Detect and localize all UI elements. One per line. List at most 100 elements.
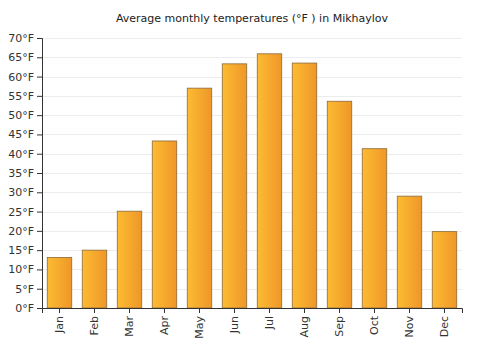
chart: 0°F 5°F 10°F 15°F 20°F 25°F 30°F 35°F 40°F 45°F 50… — [0, 0, 500, 350]
x-tick-label: Feb — [88, 316, 101, 335]
y-tick-label: 30°F — [8, 186, 34, 199]
x-tick-mark — [94, 308, 95, 313]
y-tick: 45°F — [8, 128, 42, 141]
y-tick-mark — [37, 38, 42, 39]
y-tick-mark — [37, 192, 42, 193]
x-tick: Jun — [228, 308, 241, 334]
y-tick-label: 15°F — [8, 244, 34, 257]
x-tick: Dec — [438, 308, 451, 337]
bar — [82, 250, 107, 308]
x-tick-mark — [304, 308, 305, 313]
y-tick-label: 5°F — [15, 283, 34, 296]
x-tick: Apr — [158, 308, 171, 335]
bar — [362, 149, 387, 308]
y-tick-mark — [37, 134, 42, 135]
x-tick-label: Jul — [263, 316, 276, 330]
y-tick: 35°F — [8, 167, 42, 180]
y-tick: 30°F — [8, 186, 42, 199]
x-tick: Mar — [123, 308, 136, 337]
x-tick: May — [193, 308, 206, 339]
y-tick-label: 60°F — [8, 71, 34, 84]
x-tick-label: Oct — [368, 315, 381, 335]
y-tick-mark — [37, 308, 42, 309]
y-tick-mark — [37, 250, 42, 251]
y-tick-label: 0°F — [15, 302, 34, 315]
x-tick-label: Nov — [403, 316, 416, 338]
y-tick-label: 20°F — [8, 225, 34, 238]
bar — [257, 54, 282, 308]
y-tick-mark — [37, 115, 42, 116]
x-tick: Jul — [263, 308, 276, 330]
y-tick: 55°F — [8, 90, 42, 103]
y-tick-label: 50°F — [8, 109, 34, 122]
y-tick: 15°F — [8, 244, 42, 257]
y-tick: 65°F — [8, 51, 42, 64]
y-tick: 40°F — [8, 148, 42, 161]
bar — [397, 196, 422, 308]
plot-area: 0°F 5°F 10°F 15°F 20°F 25°F 30°F 35°F 40°F 45°F 50… — [8, 32, 462, 339]
y-tick-mark — [37, 154, 42, 155]
x-tick: Sep — [333, 308, 346, 337]
bar — [47, 257, 72, 308]
grid-line — [42, 57, 462, 58]
y-tick: 60°F — [8, 71, 42, 84]
y-tick-mark — [37, 231, 42, 232]
y-axis: 0°F 5°F 10°F 15°F 20°F 25°F 30°F 35°F 40°F 45°F 50… — [8, 32, 42, 315]
bar — [117, 211, 142, 308]
y-tick-mark — [37, 269, 42, 270]
y-tick-mark — [37, 96, 42, 97]
y-tick-label: 40°F — [8, 148, 34, 161]
x-tick-mark — [374, 308, 375, 313]
x-tick-mark — [234, 308, 235, 313]
x-axis-line — [43, 309, 463, 314]
y-tick-mark — [37, 289, 42, 290]
y-tick-mark — [37, 173, 42, 174]
y-tick: 0°F — [15, 302, 42, 315]
y-tick-mark — [37, 57, 42, 58]
y-tick-label: 65°F — [8, 51, 34, 64]
y-tick: 20°F — [8, 225, 42, 238]
bar — [432, 232, 457, 308]
grid-line — [42, 96, 462, 97]
title: Average monthly temperatures (°F ) in Mi… — [116, 12, 389, 25]
y-tick: 50°F — [8, 109, 42, 122]
y-tick-label: 55°F — [8, 90, 34, 103]
bar — [187, 88, 212, 308]
grid-line — [42, 134, 462, 135]
y-tick: 25°F — [8, 206, 42, 219]
x-tick-mark — [269, 308, 270, 313]
x-tick-mark — [59, 308, 60, 313]
x-tick: Oct — [368, 308, 381, 335]
grid-line — [42, 192, 462, 193]
x-tick-mark — [129, 308, 130, 313]
grid-line — [42, 38, 462, 39]
grid-line — [42, 77, 462, 78]
x-tick-label: Aug — [298, 316, 311, 337]
x-axis: Jan Feb Mar Apr May Jun Jul Aug Sep Oct Nov Dec — [43, 308, 463, 339]
x-tick-label: Jun — [228, 316, 241, 334]
y-tick: 10°F — [8, 263, 42, 276]
bar — [222, 64, 247, 308]
y-tick-mark — [37, 77, 42, 78]
x-tick-label: Apr — [158, 316, 171, 336]
x-tick-mark — [339, 308, 340, 313]
y-axis-line — [37, 39, 43, 309]
y-tick: 5°F — [15, 283, 42, 296]
x-tick-mark — [164, 308, 165, 313]
grid-line — [42, 115, 462, 116]
bar — [327, 101, 352, 308]
y-tick-label: 10°F — [8, 263, 34, 276]
x-tick-label: Jan — [53, 316, 66, 334]
bar — [292, 63, 317, 308]
x-tick-label: Mar — [123, 316, 136, 337]
x-tick: Feb — [88, 308, 101, 335]
bars — [47, 54, 457, 308]
grid — [42, 39, 462, 309]
y-tick-mark — [37, 212, 42, 213]
y-tick-label: 35°F — [8, 167, 34, 180]
y-tick-label: 45°F — [8, 128, 34, 141]
x-tick-label: Sep — [333, 316, 346, 337]
x-tick: Jan — [53, 308, 66, 334]
y-tick: 70°F — [8, 32, 42, 45]
x-tick: Nov — [403, 308, 416, 337]
